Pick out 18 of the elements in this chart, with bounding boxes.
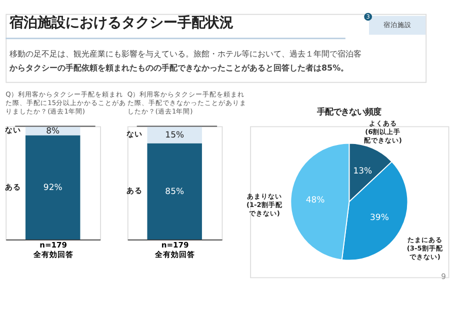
series-label: ない (4, 126, 21, 135)
text: 9 (441, 272, 446, 282)
text: 全有効回答 (154, 250, 196, 259)
data-label: 92% (43, 183, 62, 194)
x-axis-title: n=179 (40, 240, 68, 250)
data-label: 39% (370, 212, 389, 223)
data-label: 85% (165, 187, 184, 198)
series-label: ある (4, 182, 21, 192)
x-axis-title: n=179 (161, 240, 189, 250)
series-label: ある (126, 186, 143, 196)
chart-title: 手配できない頻度 (316, 106, 382, 118)
data-label: 13% (353, 166, 372, 176)
text: 全有効回答 (32, 250, 74, 259)
data-label: 48% (306, 195, 325, 206)
series-label: ない (126, 130, 143, 139)
text: 宿泊施設におけるタクシー手配状況 (8, 14, 234, 32)
data-label: 8% (46, 126, 60, 137)
data-label: 15% (165, 130, 184, 141)
